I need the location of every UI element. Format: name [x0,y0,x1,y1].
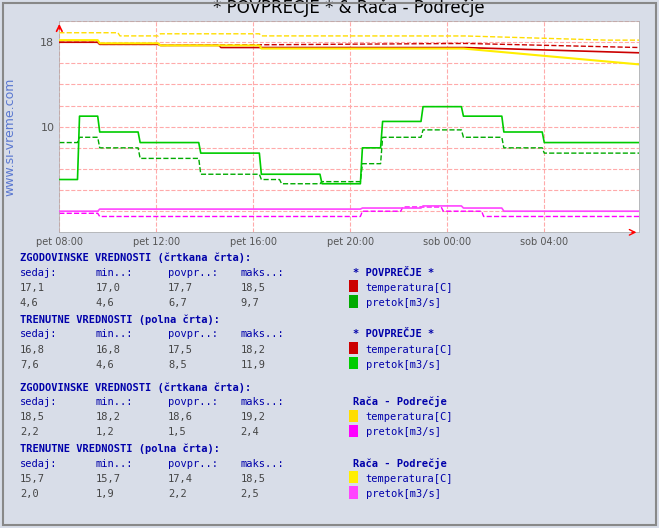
Text: 11,9: 11,9 [241,360,266,370]
Text: 17,4: 17,4 [168,474,193,484]
Text: min..:: min..: [96,329,133,340]
Text: maks..:: maks..: [241,329,284,340]
Text: 17,7: 17,7 [168,283,193,293]
Text: temperatura[C]: temperatura[C] [366,283,453,293]
Text: Rača - Podrečje: Rača - Podrečje [353,396,446,407]
Text: maks..:: maks..: [241,459,284,469]
Text: 2,2: 2,2 [20,427,38,437]
Text: TRENUTNE VREDNOSTI (polna črta):: TRENUTNE VREDNOSTI (polna črta): [20,315,219,325]
Text: 7,6: 7,6 [20,360,38,370]
Text: maks..:: maks..: [241,397,284,407]
Text: povpr..:: povpr..: [168,459,218,469]
Text: 18,5: 18,5 [241,283,266,293]
Text: www.si-vreme.com: www.si-vreme.com [3,78,16,196]
Text: 16,8: 16,8 [96,345,121,355]
Text: 4,6: 4,6 [20,298,38,308]
Text: min..:: min..: [96,397,133,407]
Text: 4,6: 4,6 [96,298,114,308]
Text: * POVPREČJE *: * POVPREČJE * [353,268,434,278]
Text: 1,5: 1,5 [168,427,186,437]
Text: ZGODOVINSKE VREDNOSTI (črtkana črta):: ZGODOVINSKE VREDNOSTI (črtkana črta): [20,253,251,263]
Text: 18,6: 18,6 [168,412,193,422]
Text: 2,2: 2,2 [168,489,186,499]
Text: sedaj:: sedaj: [20,397,57,407]
Text: temperatura[C]: temperatura[C] [366,474,453,484]
Text: povpr..:: povpr..: [168,329,218,340]
Text: 17,5: 17,5 [168,345,193,355]
Text: 2,0: 2,0 [20,489,38,499]
Text: 18,5: 18,5 [241,474,266,484]
Text: sedaj:: sedaj: [20,459,57,469]
Text: 18,5: 18,5 [20,412,45,422]
Text: pretok[m3/s]: pretok[m3/s] [366,489,441,499]
Text: 17,0: 17,0 [96,283,121,293]
Text: 15,7: 15,7 [20,474,45,484]
Text: 2,5: 2,5 [241,489,259,499]
Text: pretok[m3/s]: pretok[m3/s] [366,360,441,370]
Text: * POVPREČJE *: * POVPREČJE * [353,329,434,340]
Text: 2,4: 2,4 [241,427,259,437]
Text: 4,6: 4,6 [96,360,114,370]
Text: min..:: min..: [96,268,133,278]
Text: maks..:: maks..: [241,268,284,278]
Text: pretok[m3/s]: pretok[m3/s] [366,427,441,437]
Text: 18,2: 18,2 [96,412,121,422]
Text: 16,8: 16,8 [20,345,45,355]
Text: 18,2: 18,2 [241,345,266,355]
Text: temperatura[C]: temperatura[C] [366,345,453,355]
Text: povpr..:: povpr..: [168,397,218,407]
Text: TRENUTNE VREDNOSTI (polna črta):: TRENUTNE VREDNOSTI (polna črta): [20,444,219,455]
Text: Rača - Podrečje: Rača - Podrečje [353,458,446,469]
Text: 19,2: 19,2 [241,412,266,422]
Title: * POVPREČJE * & Rača - Podrečje: * POVPREČJE * & Rača - Podrečje [214,0,485,17]
Text: 1,2: 1,2 [96,427,114,437]
Text: temperatura[C]: temperatura[C] [366,412,453,422]
Text: 1,9: 1,9 [96,489,114,499]
Text: sedaj:: sedaj: [20,329,57,340]
Text: 6,7: 6,7 [168,298,186,308]
Text: 9,7: 9,7 [241,298,259,308]
Text: 15,7: 15,7 [96,474,121,484]
Text: 17,1: 17,1 [20,283,45,293]
Text: ZGODOVINSKE VREDNOSTI (črtkana črta):: ZGODOVINSKE VREDNOSTI (črtkana črta): [20,382,251,393]
Text: povpr..:: povpr..: [168,268,218,278]
Text: pretok[m3/s]: pretok[m3/s] [366,298,441,308]
Text: min..:: min..: [96,459,133,469]
Text: 8,5: 8,5 [168,360,186,370]
Text: sedaj:: sedaj: [20,268,57,278]
